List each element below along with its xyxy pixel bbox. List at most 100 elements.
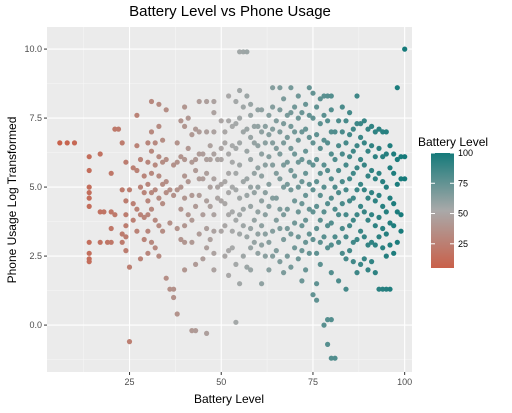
data-point	[163, 179, 169, 185]
data-point	[350, 148, 356, 154]
data-point	[207, 184, 213, 190]
data-point	[387, 220, 393, 226]
data-point	[259, 173, 265, 179]
data-point	[134, 228, 140, 234]
data-point	[306, 134, 312, 140]
data-point	[152, 217, 158, 223]
data-point	[240, 206, 246, 212]
data-point	[332, 156, 338, 163]
data-point	[328, 195, 334, 201]
data-point	[134, 112, 140, 118]
data-point	[343, 187, 349, 193]
data-point	[361, 162, 367, 168]
data-point	[148, 170, 155, 176]
data-point	[361, 234, 367, 240]
data-point	[398, 212, 404, 218]
data-point	[86, 184, 92, 190]
data-point	[303, 148, 309, 154]
data-point	[97, 151, 103, 157]
data-point	[255, 250, 261, 256]
data-point	[156, 223, 162, 229]
data-point	[152, 162, 158, 168]
data-point	[284, 112, 290, 118]
data-point	[343, 234, 349, 240]
data-point	[266, 112, 272, 118]
data-point	[292, 129, 298, 135]
data-point	[86, 239, 92, 245]
data-point	[336, 143, 342, 149]
data-point	[204, 170, 210, 176]
data-point	[361, 256, 367, 262]
data-point	[196, 98, 202, 105]
data-point	[218, 145, 224, 151]
data-point	[284, 253, 290, 259]
data-point	[383, 253, 389, 259]
data-point	[174, 311, 180, 317]
data-point	[310, 236, 316, 243]
data-point	[218, 228, 224, 234]
data-point	[372, 223, 378, 229]
data-point	[215, 195, 221, 201]
data-point	[240, 179, 246, 185]
data-point	[233, 121, 239, 127]
data-point	[284, 159, 290, 165]
data-point	[207, 236, 213, 243]
data-point	[288, 264, 294, 270]
data-point	[148, 206, 155, 212]
legend-tick-label: 50	[458, 209, 468, 219]
data-point	[310, 115, 316, 121]
data-point	[196, 176, 202, 182]
data-point	[167, 187, 173, 193]
data-point	[391, 223, 397, 229]
data-point	[97, 239, 103, 245]
data-point	[277, 151, 283, 157]
data-point	[336, 190, 342, 196]
data-point	[365, 217, 371, 223]
data-point	[328, 176, 334, 182]
data-point	[160, 181, 166, 187]
data-point	[303, 239, 309, 245]
data-point	[281, 121, 287, 127]
data-point	[160, 228, 166, 234]
data-point	[383, 184, 389, 190]
data-point	[255, 184, 261, 190]
data-point	[281, 270, 287, 276]
data-point	[325, 341, 331, 347]
data-point	[97, 209, 103, 215]
data-point	[204, 156, 210, 163]
data-point	[207, 203, 213, 209]
data-point	[193, 261, 199, 267]
data-point	[189, 159, 195, 165]
data-point	[321, 137, 327, 143]
data-point	[156, 154, 162, 160]
data-point	[240, 223, 246, 229]
data-point	[262, 162, 268, 168]
data-point	[317, 170, 323, 176]
data-point	[369, 239, 375, 245]
data-point	[226, 272, 232, 278]
data-point	[281, 184, 287, 190]
data-point	[303, 217, 309, 223]
data-point	[372, 270, 378, 276]
data-point	[402, 46, 408, 52]
data-point	[369, 190, 375, 196]
data-point	[347, 154, 353, 160]
data-point	[189, 217, 195, 223]
data-point	[259, 151, 265, 157]
data-point	[86, 250, 92, 256]
data-point	[204, 245, 210, 251]
data-point	[288, 110, 294, 116]
data-point	[218, 118, 224, 124]
data-point	[332, 206, 338, 212]
data-point	[266, 181, 272, 187]
data-point	[292, 104, 298, 110]
data-point	[372, 176, 378, 182]
data-point	[226, 248, 232, 254]
data-point	[273, 118, 279, 124]
y-tick-label: 7.5	[29, 113, 42, 123]
data-point	[288, 123, 294, 129]
data-point	[130, 217, 136, 223]
data-point	[64, 140, 70, 146]
data-point	[295, 184, 301, 190]
